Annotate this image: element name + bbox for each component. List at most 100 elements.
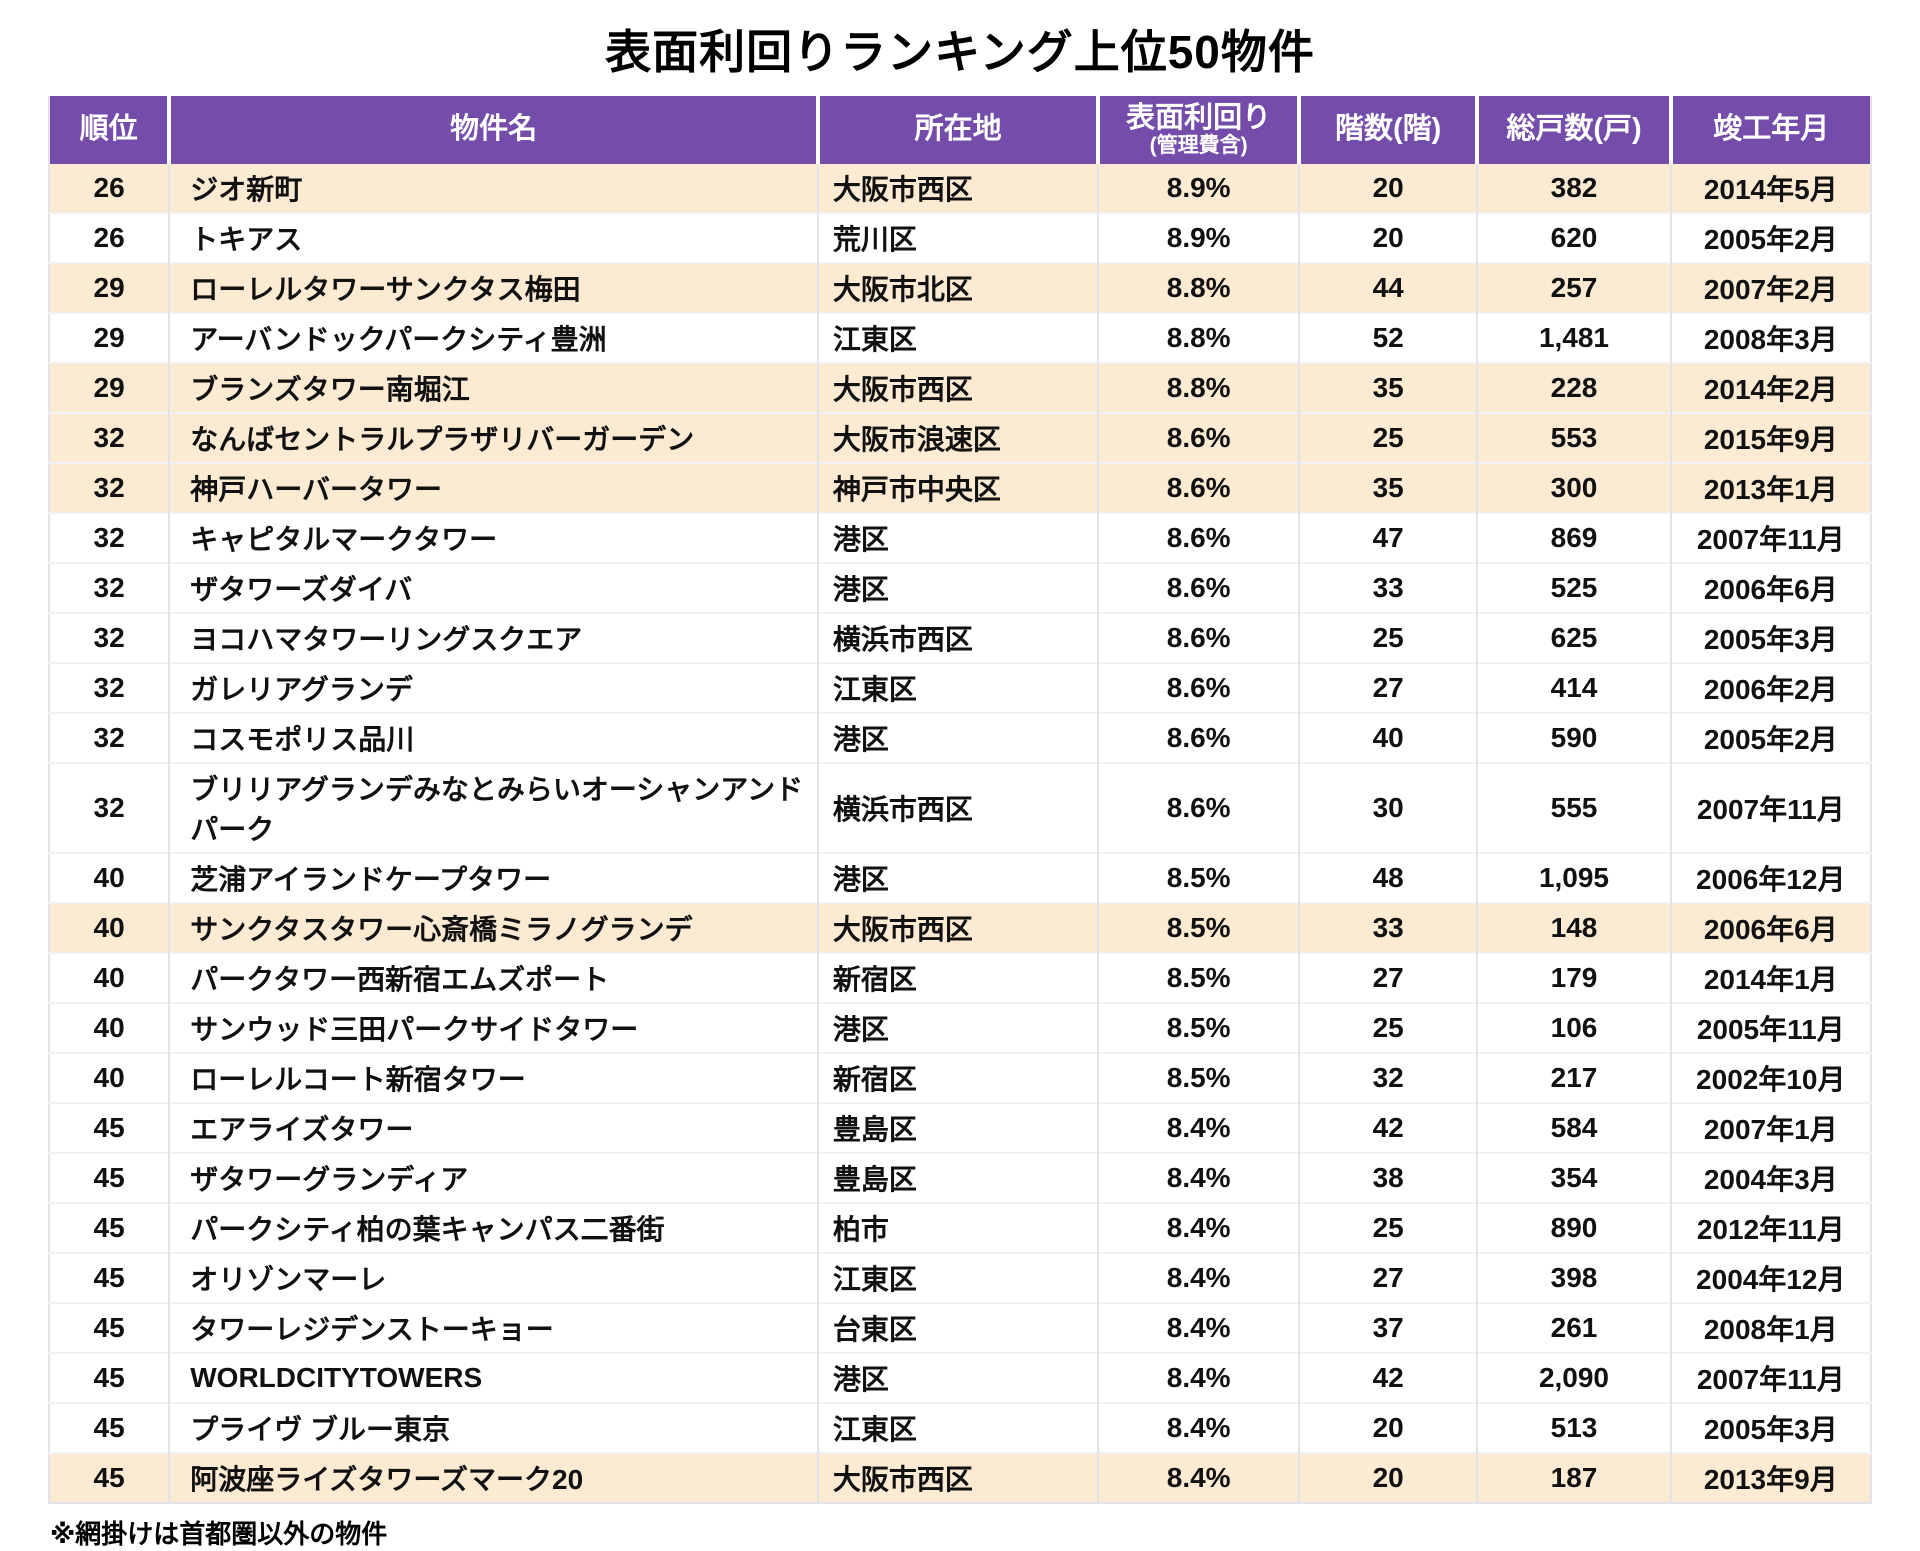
cell-completed: 2014年1月 [1669,952,1871,1003]
cell-location: 横浜市西区 [816,762,1099,853]
table-row: 40 芝浦アイランドケープタワー 港区 8.5% 48 1,095 2006年12月 [49,852,1871,903]
table-row: 26 トキアス 荒川区 8.9% 20 620 2005年2月 [49,212,1871,263]
cell-completed: 2004年3月 [1669,1152,1871,1203]
cell-floors: 52 [1297,312,1478,363]
cell-units: 513 [1476,1402,1671,1453]
cell-units: 257 [1476,262,1671,313]
cell-floors: 27 [1297,952,1478,1003]
cell-location: 江東区 [816,1252,1099,1303]
cell-name: なんばセントラルプラザリバーガーデン [168,412,818,463]
cell-units: 2,090 [1476,1352,1671,1403]
cell-location: 台東区 [816,1302,1099,1353]
table-header: 順位 物件名 所在地 表面利回り (管理費含) 階数(階) 総戸数(戸) 竣工年月 [49,96,1871,164]
cell-floors: 30 [1297,762,1478,853]
column-header-name: 物件名 [167,96,818,164]
cell-rank: 40 [49,902,170,953]
cell-rank: 40 [49,1002,170,1053]
table-row: 32 キャピタルマークタワー 港区 8.6% 47 869 2007年11月 [49,512,1871,563]
cell-floors: 42 [1297,1352,1478,1403]
cell-yield: 8.4% [1097,1302,1299,1353]
cell-units: 620 [1476,212,1671,263]
cell-completed: 2007年11月 [1669,762,1871,853]
page-title: 表面利回りランキング上位50物件 [605,26,1315,78]
cell-name: ザタワーズダイバ [168,562,818,613]
cell-location: 港区 [816,562,1099,613]
cell-floors: 27 [1297,1252,1478,1303]
cell-location: 大阪市浪速区 [816,412,1099,463]
cell-floors: 20 [1297,1452,1478,1503]
cell-units: 555 [1476,762,1671,853]
cell-yield: 8.6% [1097,662,1299,713]
table-row: 45 オリゾンマーレ 江東区 8.4% 27 398 2004年12月 [49,1252,1871,1303]
cell-units: 1,095 [1476,852,1671,903]
cell-completed: 2004年12月 [1669,1252,1871,1303]
cell-completed: 2005年3月 [1669,1402,1871,1453]
cell-location: 江東区 [816,1402,1099,1453]
cell-location: 大阪市西区 [816,362,1099,413]
column-header-label: 順位 [79,113,138,146]
column-header-label: 竣工年月 [1713,113,1830,146]
cell-rank: 26 [49,164,170,213]
cell-floors: 27 [1297,662,1478,713]
cell-yield: 8.5% [1097,852,1299,903]
table-row: 29 アーバンドックパークシティ豊洲 江東区 8.8% 52 1,481 2008年3月 [49,312,1871,363]
cell-rank: 45 [49,1302,170,1353]
cell-yield: 8.5% [1097,902,1299,953]
cell-units: 148 [1476,902,1671,953]
cell-name: ザタワーグランディア [168,1152,818,1203]
cell-yield: 8.6% [1097,612,1299,663]
cell-floors: 42 [1297,1102,1478,1153]
cell-location: 柏市 [816,1202,1099,1253]
cell-location: 大阪市西区 [816,902,1099,953]
cell-yield: 8.4% [1097,1352,1299,1403]
cell-completed: 2002年10月 [1669,1052,1871,1103]
cell-rank: 45 [49,1102,170,1153]
cell-name: 阿波座ライズタワーズマーク20 [168,1452,818,1503]
column-header-label: 総戸数(戸) [1506,113,1642,146]
cell-yield: 8.5% [1097,1002,1299,1053]
cell-units: 890 [1476,1202,1671,1253]
header-row: 順位 物件名 所在地 表面利回り (管理費含) 階数(階) 総戸数(戸) 竣工年月 [49,96,1871,164]
cell-rank: 29 [49,362,170,413]
cell-location: 港区 [816,512,1099,563]
cell-floors: 33 [1297,562,1478,613]
column-header-label: 所在地 [914,113,1002,146]
table-row: 32 ブリリアグランデみなとみらいオーシャンアンドパーク 横浜市西区 8.6% 30 55… [49,762,1871,853]
cell-location: 江東区 [816,312,1099,363]
cell-rank: 45 [49,1202,170,1253]
table-row: 45 プライヴ ブルー東京 江東区 8.4% 20 513 2005年3月 [49,1402,1871,1453]
cell-completed: 2007年2月 [1669,262,1871,313]
column-header-units: 総戸数(戸) [1475,96,1671,164]
table-row: 45 パークシティ柏の葉キャンパス二番街 柏市 8.4% 25 890 2012年11月 [49,1202,1871,1253]
cell-units: 590 [1476,712,1671,763]
cell-floors: 25 [1297,412,1478,463]
cell-name: タワーレジデンストーキョー [168,1302,818,1353]
cell-location: 港区 [816,852,1099,903]
table-row: 32 ザタワーズダイバ 港区 8.6% 33 525 2006年6月 [49,562,1871,613]
table-row: 32 神戸ハーバータワー 神戸市中央区 8.6% 35 300 2013年1月 [49,462,1871,513]
table-row: 40 サンクタスタワー心斎橋ミラノグランデ 大阪市西区 8.5% 33 148 2006年6… [49,902,1871,953]
table-row: 45 エアライズタワー 豊島区 8.4% 42 584 2007年1月 [49,1102,1871,1153]
cell-floors: 35 [1297,362,1478,413]
table-row: 40 ローレルコート新宿タワー 新宿区 8.5% 32 217 2002年10月 [49,1052,1871,1103]
cell-yield: 8.6% [1097,462,1299,513]
cell-completed: 2007年1月 [1669,1102,1871,1153]
table-row: 29 ローレルタワーサンクタス梅田 大阪市北区 8.8% 44 257 2007年2月 [49,262,1871,313]
cell-location: 豊島区 [816,1102,1099,1153]
cell-floors: 25 [1297,1002,1478,1053]
cell-yield: 8.4% [1097,1252,1299,1303]
cell-floors: 32 [1297,1052,1478,1103]
cell-completed: 2008年3月 [1669,312,1871,363]
cell-yield: 8.6% [1097,762,1299,853]
column-header-label: 物件名 [450,113,538,146]
cell-units: 414 [1476,662,1671,713]
cell-name: WORLDCITYTOWERS [168,1352,818,1403]
cell-name: トキアス [168,212,818,263]
cell-completed: 2005年2月 [1669,712,1871,763]
cell-name: サンクタスタワー心斎橋ミラノグランデ [168,902,818,953]
cell-name: アーバンドックパークシティ豊洲 [168,312,818,363]
cell-name: ローレルコート新宿タワー [168,1052,818,1103]
cell-units: 553 [1476,412,1671,463]
cell-yield: 8.6% [1097,512,1299,563]
